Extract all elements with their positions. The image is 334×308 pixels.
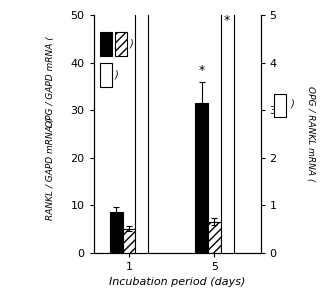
Bar — [136, 0, 148, 253]
Text: *: * — [224, 14, 230, 27]
Text: *: * — [198, 64, 205, 77]
X-axis label: Incubation period (days): Incubation period (days) — [109, 277, 245, 287]
Text: OPG / GAPD mRNA (: OPG / GAPD mRNA ( — [46, 36, 54, 127]
Bar — [274, 94, 286, 117]
Bar — [195, 103, 208, 253]
Bar — [100, 63, 112, 87]
Text: OPG / RANKL mRNA (: OPG / RANKL mRNA ( — [306, 86, 315, 182]
Text: ): ) — [130, 39, 133, 49]
Bar — [221, 0, 233, 253]
Bar — [100, 32, 112, 56]
Text: ): ) — [291, 98, 294, 108]
Text: RANKL / GAPD mRNA (: RANKL / GAPD mRNA ( — [46, 119, 54, 220]
Bar — [110, 212, 123, 253]
Bar — [208, 222, 221, 253]
Bar — [123, 229, 136, 253]
Bar — [115, 32, 127, 56]
Text: ): ) — [114, 39, 118, 49]
Text: ): ) — [114, 70, 118, 80]
